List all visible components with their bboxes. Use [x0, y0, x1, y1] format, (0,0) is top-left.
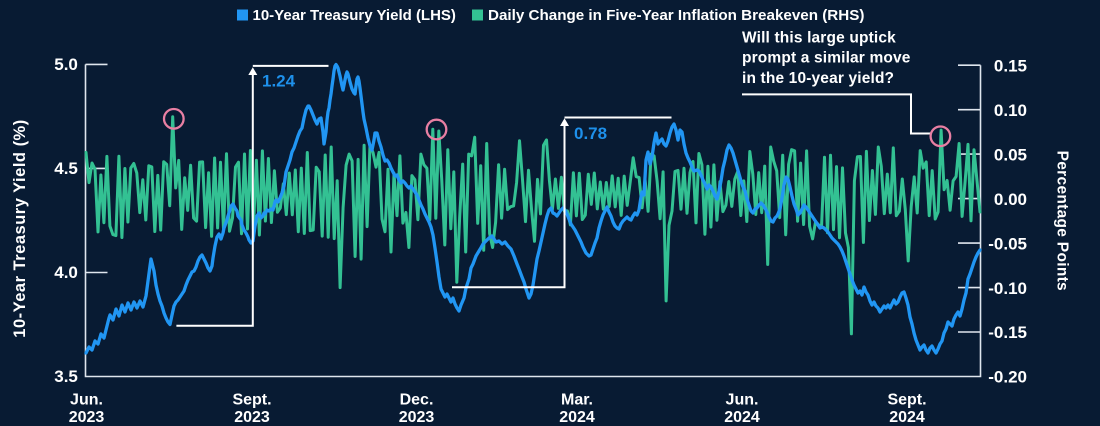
- svg-text:Dec.: Dec.: [400, 392, 434, 409]
- svg-text:4.5: 4.5: [54, 159, 78, 178]
- svg-text:-0.20: -0.20: [988, 368, 1027, 387]
- svg-text:0.00: 0.00: [994, 190, 1027, 209]
- svg-text:2023: 2023: [69, 409, 105, 426]
- svg-text:-0.15: -0.15: [988, 323, 1027, 342]
- svg-text:3.5: 3.5: [54, 367, 78, 386]
- svg-text:2023: 2023: [234, 409, 270, 426]
- svg-text:4.0: 4.0: [54, 263, 78, 282]
- svg-text:2024: 2024: [724, 409, 760, 426]
- svg-text:-0.10: -0.10: [988, 279, 1027, 298]
- svg-text:Sept.: Sept.: [232, 392, 271, 409]
- svg-text:0.78: 0.78: [574, 124, 607, 143]
- svg-text:Will this large uptick: Will this large uptick: [742, 29, 896, 46]
- svg-text:Jun.: Jun.: [726, 392, 759, 409]
- svg-text:in the 10-year yield?: in the 10-year yield?: [742, 70, 894, 87]
- svg-text:1.24: 1.24: [262, 71, 296, 90]
- svg-text:2024: 2024: [559, 409, 595, 426]
- svg-text:Jun.: Jun.: [70, 392, 103, 409]
- svg-text:Daily Change in Five-Year Infl: Daily Change in Five-Year Inflation Brea…: [488, 7, 864, 24]
- svg-text:0.15: 0.15: [994, 56, 1027, 75]
- svg-text:2024: 2024: [889, 409, 925, 426]
- svg-text:2023: 2023: [399, 409, 435, 426]
- svg-text:10-Year Treasury Yield (%): 10-Year Treasury Yield (%): [11, 119, 29, 337]
- svg-text:0.10: 0.10: [994, 101, 1027, 120]
- svg-text:Percentage Points: Percentage Points: [1054, 151, 1071, 291]
- svg-text:-0.05: -0.05: [988, 234, 1027, 253]
- svg-text:Sept.: Sept.: [887, 392, 926, 409]
- svg-text:5.0: 5.0: [54, 55, 78, 74]
- svg-text:10-Year Treasury Yield (LHS): 10-Year Treasury Yield (LHS): [253, 7, 456, 24]
- svg-text:Mar.: Mar.: [561, 392, 593, 409]
- svg-text:prompt a similar move: prompt a similar move: [742, 50, 911, 67]
- svg-text:0.05: 0.05: [994, 145, 1027, 164]
